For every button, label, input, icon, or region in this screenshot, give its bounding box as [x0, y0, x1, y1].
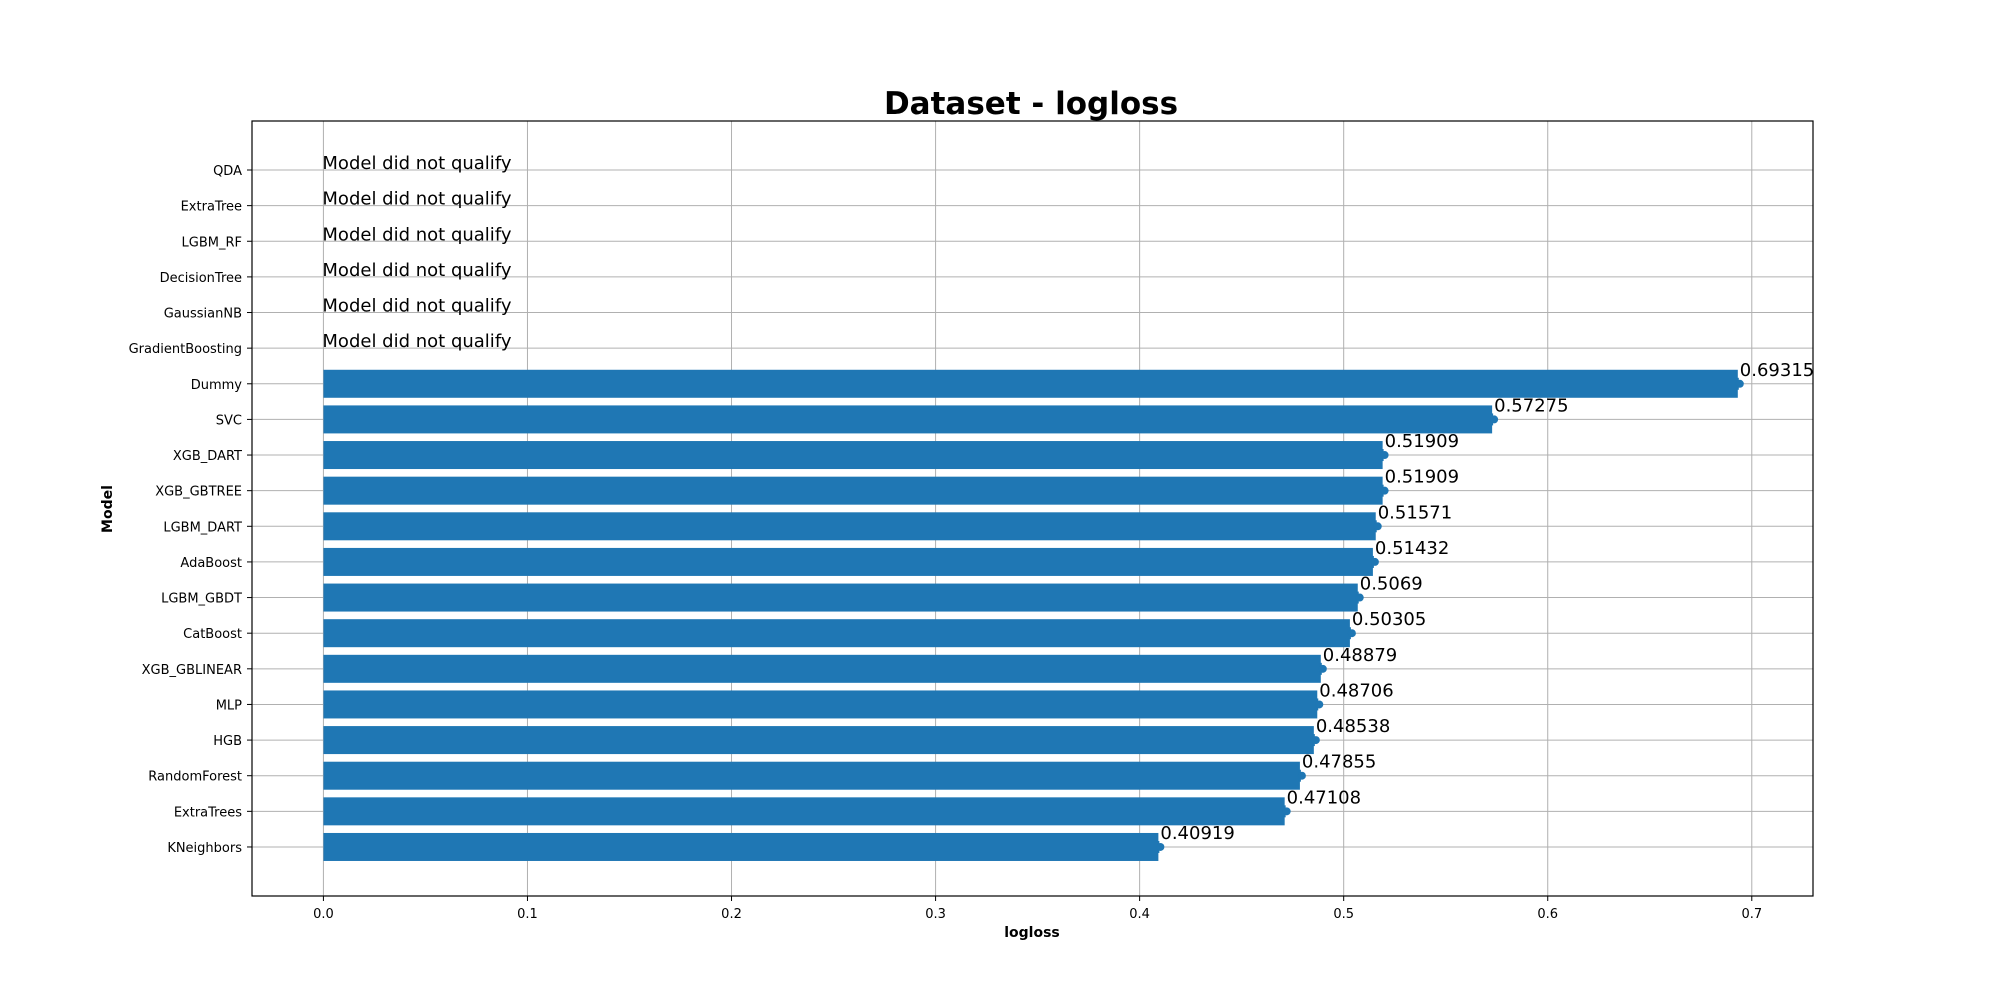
x-tick-label: 0.5: [1333, 907, 1354, 922]
y-tick-label: XGB_GBLINEAR: [142, 663, 242, 678]
bar: [323, 441, 1383, 470]
y-tick-label: XGB_DART: [173, 449, 242, 464]
y-tick-label: ExtraTree: [181, 200, 242, 215]
y-tick-label: HGB: [213, 734, 242, 749]
not-qualified-label: Model did not qualify: [322, 296, 511, 317]
bar: [323, 761, 1300, 790]
bar-end-point: [1490, 415, 1499, 424]
data-label: 0.51909: [1385, 467, 1459, 488]
y-tick-label: GaussianNB: [164, 307, 242, 322]
data-label: 0.69315: [1740, 360, 1814, 381]
y-axis-ticks: QDA ExtraTree LGBM_RF DecisionTree GaussianN…: [129, 164, 252, 856]
bar-end-point: [1315, 700, 1324, 709]
bars: [323, 369, 1744, 861]
bar-end-point: [1355, 593, 1364, 602]
data-label: 0.51571: [1378, 502, 1452, 523]
y-tick-label: LGBM_RF: [182, 235, 242, 250]
data-label: 0.48538: [1316, 716, 1390, 737]
bar-end-point: [1370, 557, 1379, 566]
x-axis-label: logloss: [1004, 925, 1060, 941]
y-tick-label: LGBM_DART: [163, 520, 242, 535]
data-label: 0.51909: [1385, 431, 1459, 452]
x-tick-label: 0.3: [925, 907, 946, 922]
y-tick-label: KNeighbors: [167, 841, 242, 856]
bar-end-point: [1311, 736, 1320, 745]
data-label: 0.50305: [1352, 609, 1426, 630]
x-tick-label: 0.1: [517, 907, 538, 922]
bar: [323, 797, 1285, 826]
bar-end-point: [1380, 451, 1389, 460]
x-axis-ticks: 0.0 0.1 0.2 0.3 0.4 0.5 0.6 0.7: [313, 896, 1762, 922]
y-tick-label: SVC: [216, 413, 242, 428]
y-tick-label: MLP: [216, 698, 242, 713]
data-labels: Model did not qualify Model did not quali…: [322, 153, 1814, 844]
y-tick-label: CatBoost: [183, 627, 242, 642]
bar: [323, 405, 1493, 434]
data-label: 0.51432: [1375, 538, 1449, 559]
bar-end-point: [1735, 379, 1744, 388]
data-label: 0.5069: [1360, 574, 1423, 595]
y-tick-label: GradientBoosting: [129, 342, 242, 357]
bar: [323, 476, 1383, 505]
not-qualified-label: Model did not qualify: [322, 331, 511, 352]
bar: [323, 654, 1321, 683]
bar: [323, 832, 1159, 861]
y-axis-label: Model: [100, 485, 116, 533]
x-tick-label: 0.7: [1741, 907, 1762, 922]
y-tick-label: ExtraTrees: [174, 805, 242, 820]
data-label: 0.57275: [1494, 395, 1568, 416]
data-label: 0.48879: [1323, 645, 1397, 666]
data-label: 0.47855: [1302, 752, 1376, 773]
x-tick-label: 0.6: [1537, 907, 1558, 922]
bar: [323, 619, 1350, 648]
not-qualified-label: Model did not qualify: [322, 260, 511, 281]
bar: [323, 690, 1318, 719]
chart-title: Dataset - logloss: [884, 86, 1178, 122]
bar: [323, 512, 1376, 541]
bar-end-point: [1156, 842, 1165, 851]
bar: [323, 369, 1738, 398]
bar: [323, 583, 1358, 612]
plot-frame: [251, 120, 1814, 897]
bar-end-point: [1380, 486, 1389, 495]
bar: [323, 547, 1373, 576]
data-label: 0.47108: [1287, 787, 1361, 808]
x-tick-label: 0.4: [1129, 907, 1150, 922]
not-qualified-label: Model did not qualify: [322, 189, 511, 210]
bar-end-point: [1297, 771, 1306, 780]
y-tick-label: LGBM_GBDT: [161, 592, 242, 607]
bar-end-point: [1347, 629, 1356, 638]
bar-end-point: [1318, 664, 1327, 673]
y-tick-label: XGB_GBTREE: [155, 485, 242, 500]
bar-end-point: [1282, 807, 1291, 816]
not-qualified-label: Model did not qualify: [322, 224, 511, 245]
x-tick-label: 0.2: [721, 907, 742, 922]
bar: [323, 726, 1314, 755]
bar-end-point: [1373, 522, 1382, 531]
not-qualified-label: Model did not qualify: [322, 153, 511, 174]
y-tick-label: QDA: [213, 164, 242, 179]
data-label: 0.40919: [1160, 823, 1234, 844]
x-tick-label: 0.0: [313, 907, 334, 922]
y-tick-label: RandomForest: [148, 770, 242, 785]
y-tick-label: AdaBoost: [180, 556, 242, 571]
y-tick-label: Dummy: [191, 378, 243, 393]
y-tick-label: DecisionTree: [160, 271, 242, 286]
data-label: 0.48706: [1319, 680, 1393, 701]
